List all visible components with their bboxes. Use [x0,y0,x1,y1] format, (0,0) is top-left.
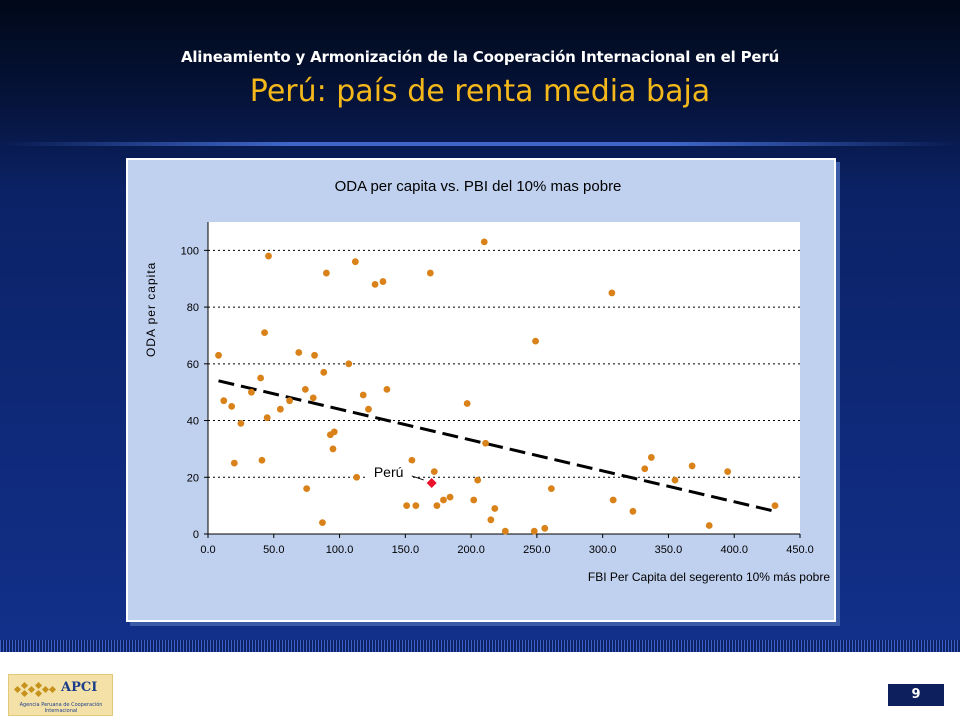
data-point [482,439,489,447]
highlight-leader-line [411,475,424,481]
apci-logo: APCI Agencia Peruana de Cooperación Inte… [8,674,113,716]
highlight-label-bg [365,462,412,481]
x-tick-label: 0.0 [200,544,215,556]
data-point [329,445,337,453]
x-tick-label: 400.0 [720,544,748,556]
x-tick-label: 200.0 [457,544,485,556]
data-point [463,400,471,407]
page-number: 9 [888,684,944,706]
data-point [248,388,255,396]
data-point [230,459,238,467]
data-point [261,329,268,337]
data-point [641,465,649,473]
logo-mark-icon [13,681,57,698]
data-point [263,414,271,422]
data-point [541,524,549,532]
data-point [351,258,359,266]
data-point [353,473,361,481]
data-point [383,385,391,393]
slide-supertitle: Alineamiento y Armonización de la Cooper… [180,48,780,66]
data-point [608,289,616,297]
data-point [303,485,311,493]
data-point [319,519,326,527]
data-point [609,496,617,504]
data-point [532,337,539,345]
data-point [647,454,655,461]
data-point [330,428,338,436]
slide-title: Perú: país de renta media baja [249,74,711,109]
data-point [345,360,353,368]
scatter-chart: ODA per capita vs. PBI del 10% mas pobre… [144,178,830,584]
data-point [215,351,222,359]
data-point [771,502,779,510]
logo-subtext: Agencia Peruana de Cooperación Internaci… [19,702,103,714]
data-point [705,522,713,529]
x-tick-label: 300.0 [589,544,617,556]
data-point [311,351,318,359]
x-tick-label: 250.0 [523,544,551,556]
x-tick-label: 150.0 [392,544,420,556]
highlight-point [426,477,437,488]
data-point [629,507,637,515]
x-tick-label: 450.0 [786,544,814,556]
data-point [258,456,266,464]
data-point [276,405,284,413]
header-divider [0,142,960,146]
x-tick-label: 50.0 [263,544,284,556]
data-point [446,493,454,501]
data-point [371,281,379,288]
data-point [440,496,447,504]
data-point [365,405,372,413]
data-point [430,468,438,475]
data-point [480,238,488,246]
data-point [301,385,309,393]
data-point [491,505,499,512]
data-point [501,527,509,535]
chart-frame: ODA per capita vs. PBI del 10% mas pobre… [126,158,836,622]
y-tick-label: 100 [181,245,199,257]
data-point [530,527,538,535]
data-point [470,496,478,504]
y-tick-label: 20 [187,472,199,484]
data-point [547,485,555,493]
x-tick-label: 100.0 [326,544,354,556]
data-point [412,502,420,510]
y-tick-label: 80 [187,302,199,314]
y-axis-label: ODA per capita [144,262,158,357]
data-point [671,476,679,484]
data-point [474,476,482,484]
data-point [487,516,495,524]
x-tick-label: 350.0 [655,544,683,556]
data-point [286,397,293,405]
y-tick-label: 0 [193,529,199,541]
data-point [724,468,732,475]
data-point [403,502,411,510]
highlight-label: Perú [374,464,404,480]
data-point [426,269,434,277]
data-point [228,402,236,410]
trendline [218,379,776,513]
data-point [220,397,228,405]
footer-stripe [0,640,960,652]
data-point [320,368,328,376]
data-point [408,456,416,464]
data-point [309,394,317,402]
data-point [257,374,265,382]
data-point [237,419,245,427]
data-point [433,502,441,510]
x-axis-label: FBI Per Capita del segerento 10% más pob… [588,570,830,584]
data-point [379,278,387,285]
footer: APCI Agencia Peruana de Cooperación Inte… [0,652,960,720]
data-point [323,269,330,277]
logo-text: APCI [61,680,98,695]
data-point [359,391,367,399]
y-tick-label: 40 [187,416,199,428]
chart-title: ODA per capita vs. PBI del 10% mas pobre [335,178,622,195]
data-point [688,462,696,470]
data-point [265,252,272,260]
y-tick-label: 60 [187,359,199,371]
plot-area [208,222,800,534]
data-point [295,349,303,356]
